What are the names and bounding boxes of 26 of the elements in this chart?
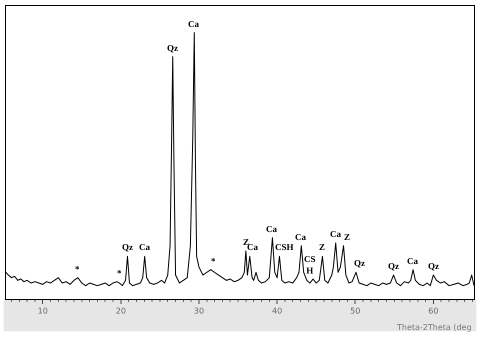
annotation: Qz (167, 43, 178, 53)
annotation: Ca (247, 242, 258, 252)
x-tick-label: 60 (428, 306, 438, 316)
x-tick-label: 30 (194, 306, 204, 316)
annotation: Ca (407, 256, 418, 266)
x-tick-label: 40 (272, 306, 282, 316)
annotation: Qz (388, 261, 399, 271)
annotation: Qz (122, 242, 133, 252)
annotation: * (211, 256, 216, 266)
annotation: CS H (304, 254, 316, 276)
annotation: Ca (188, 19, 200, 29)
annotation: * (117, 268, 122, 278)
annotation: Z (344, 232, 350, 242)
x-tick-label: 50 (350, 306, 360, 316)
x-tick-label: 10 (38, 306, 48, 316)
annotation: Qz (354, 258, 365, 268)
x-axis-title: Theta-2Theta (deg (396, 323, 472, 332)
annotation: Z (319, 242, 326, 252)
annotation: * (75, 264, 80, 274)
annotation: Qz (428, 261, 439, 271)
annotation: CSH (275, 242, 294, 252)
annotation: Ca (295, 232, 306, 242)
annotation: Ca (330, 229, 342, 239)
x-tick-label: 20 (116, 306, 126, 316)
annotation: Ca (139, 242, 150, 252)
annotation: Ca (266, 224, 278, 234)
